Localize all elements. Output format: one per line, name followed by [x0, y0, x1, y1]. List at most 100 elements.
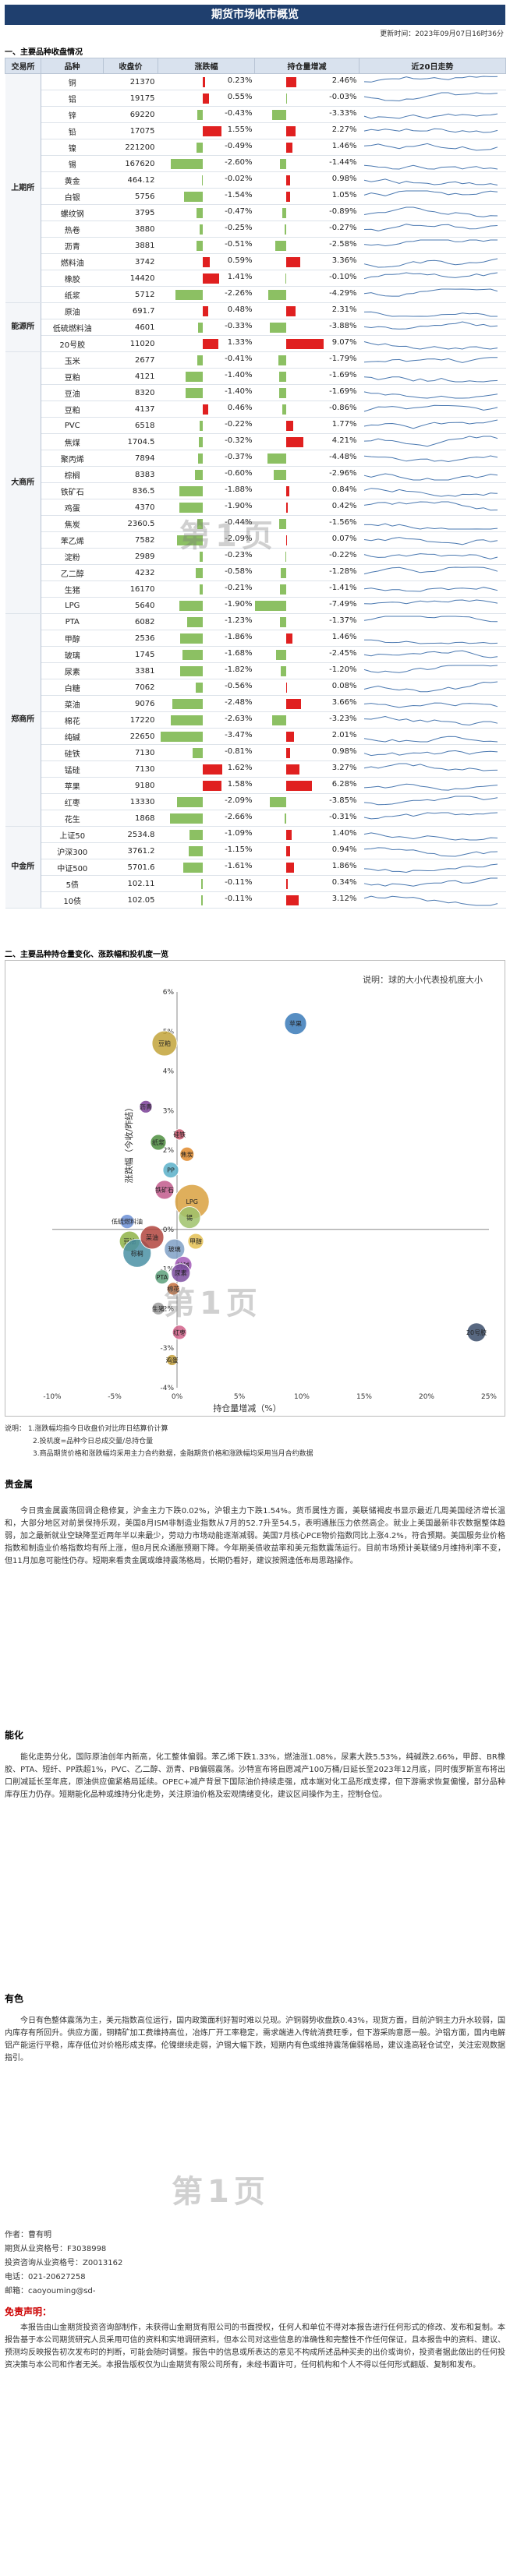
table-row: PVC 6518 -0.22% 1.77%: [5, 417, 506, 434]
sparkline-svg: [363, 847, 498, 857]
close-price: 2989: [103, 548, 158, 565]
sparkline-svg: [363, 143, 498, 151]
oi-bar: [285, 552, 286, 562]
change-value: -3.47%: [225, 731, 253, 739]
product-name: 10债: [41, 891, 104, 909]
sparkline-svg: [363, 537, 498, 545]
header-oi: 持仓量增减: [254, 58, 359, 74]
oi-bar: [267, 453, 286, 464]
change-cell: 0.55%: [158, 90, 255, 107]
oi-value: 0.34%: [331, 878, 357, 887]
change-bar: [200, 895, 203, 905]
y-tick-label: -3%: [160, 1345, 174, 1353]
close-price: 3761.2: [103, 842, 158, 859]
sparkline-line: [363, 206, 498, 217]
metals-title: 贵金属: [5, 1479, 34, 1490]
author-name: 作者：曹有明: [5, 2231, 51, 2239]
oi-cell: -1.79%: [254, 351, 359, 369]
change-cell: -0.02%: [158, 171, 255, 189]
change-value: -0.47%: [225, 207, 253, 216]
change-value: -2.63%: [225, 715, 253, 723]
oi-value: 3.66%: [331, 698, 357, 707]
sparkline-line: [363, 321, 498, 330]
header-change: 涨跌幅: [158, 58, 255, 74]
close-price: 4232: [103, 564, 158, 581]
trend-sparkline: [359, 302, 506, 319]
close-price: 167620: [103, 155, 158, 172]
oi-value: 0.98%: [331, 175, 357, 183]
oi-value: -1.69%: [329, 387, 357, 396]
sparkline-line: [363, 391, 498, 399]
sparkline-line: [363, 812, 498, 820]
product-name: 沪深300: [41, 842, 104, 859]
trend-sparkline: [359, 842, 506, 859]
change-bar: [185, 372, 203, 382]
trend-sparkline: [359, 777, 506, 794]
oi-value: 0.07%: [331, 535, 357, 543]
change-value: -0.32%: [225, 436, 253, 445]
trend-sparkline: [359, 662, 506, 679]
table-row: 锰硅 7130 1.62% 3.27%: [5, 760, 506, 778]
oi-bar: [285, 175, 290, 185]
oi-value: -1.37%: [329, 616, 357, 625]
change-value: -2.09%: [225, 535, 253, 543]
author-phone: 电话：021-20627258: [5, 2273, 86, 2281]
sparkline-line: [363, 537, 498, 545]
oi-bar: [285, 273, 286, 284]
sparkline-svg: [363, 224, 498, 231]
chart-legend-note: 说明：球的大小代表投机度大小: [363, 974, 483, 985]
y-tick-label: 0%: [163, 1226, 175, 1234]
change-value: -1.86%: [225, 633, 253, 641]
table-row: 红枣 13330 -2.09% -3.85%: [5, 793, 506, 810]
table-row: 郑商所 PTA 6082 -1.23% -1.37%: [5, 613, 506, 827]
chemicals-title: 能化: [5, 1730, 24, 1741]
quote-table-body: 上期所铜 21370 0.23% 2.46% 铝 19175 0.55% -0.03% 锌 692…: [5, 73, 506, 909]
change-value: -0.11%: [225, 878, 253, 887]
sparkline-svg: [363, 92, 498, 102]
sparkline-line: [363, 376, 498, 383]
bubble-label: 玻璃: [168, 1245, 181, 1253]
table-row: 淀粉 2989 -0.23% -0.22%: [5, 548, 506, 565]
change-bar: [187, 617, 203, 627]
close-price: 691.7: [103, 302, 158, 319]
oi-cell: 9.07%: [254, 335, 359, 352]
change-cell: -0.47%: [158, 204, 255, 221]
oi-value: 2.31%: [331, 305, 357, 314]
sparkline-line: [363, 639, 498, 644]
change-bar: [170, 813, 203, 824]
author-cert: 期货从业资格号：F3038998: [5, 2245, 107, 2253]
oi-cell: -1.28%: [254, 564, 359, 581]
oi-value: -1.56%: [329, 518, 357, 527]
trend-sparkline: [359, 90, 506, 107]
oi-bar: [285, 863, 294, 873]
oi-cell: 2.31%: [254, 302, 359, 319]
sparkline-line: [363, 311, 498, 317]
trend-sparkline: [359, 351, 506, 369]
product-name: 锌: [41, 106, 104, 123]
sparkline-line: [363, 178, 498, 185]
change-bar: [202, 781, 222, 791]
oi-value: 1.46%: [331, 142, 357, 150]
change-value: -1.15%: [225, 845, 253, 854]
oi-cell: -1.44%: [254, 155, 359, 172]
change-bar: [197, 208, 203, 218]
bubble-chart: -10%-5%0%5%10%15%20%25%-4%-3%-2%-1%0%1%2…: [5, 960, 505, 1417]
oi-cell: 1.40%: [254, 826, 359, 843]
close-price: 2534.8: [103, 826, 158, 843]
sparkline-line: [363, 763, 498, 771]
oi-value: 2.01%: [331, 731, 357, 739]
oi-value: -4.29%: [329, 289, 357, 298]
oi-cell: 3.27%: [254, 760, 359, 778]
close-price: 7062: [103, 679, 158, 696]
change-value: -1.40%: [225, 387, 253, 396]
sparkline-svg: [363, 665, 498, 673]
close-price: 11020: [103, 335, 158, 352]
oi-cell: -0.03%: [254, 90, 359, 107]
sparkline-svg: [363, 473, 498, 481]
sparkline-svg: [363, 190, 498, 196]
change-cell: -0.21%: [158, 580, 255, 598]
trend-sparkline: [359, 221, 506, 238]
oi-value: 0.94%: [331, 845, 357, 854]
change-bar: [182, 650, 203, 660]
oi-cell: -1.69%: [254, 368, 359, 385]
